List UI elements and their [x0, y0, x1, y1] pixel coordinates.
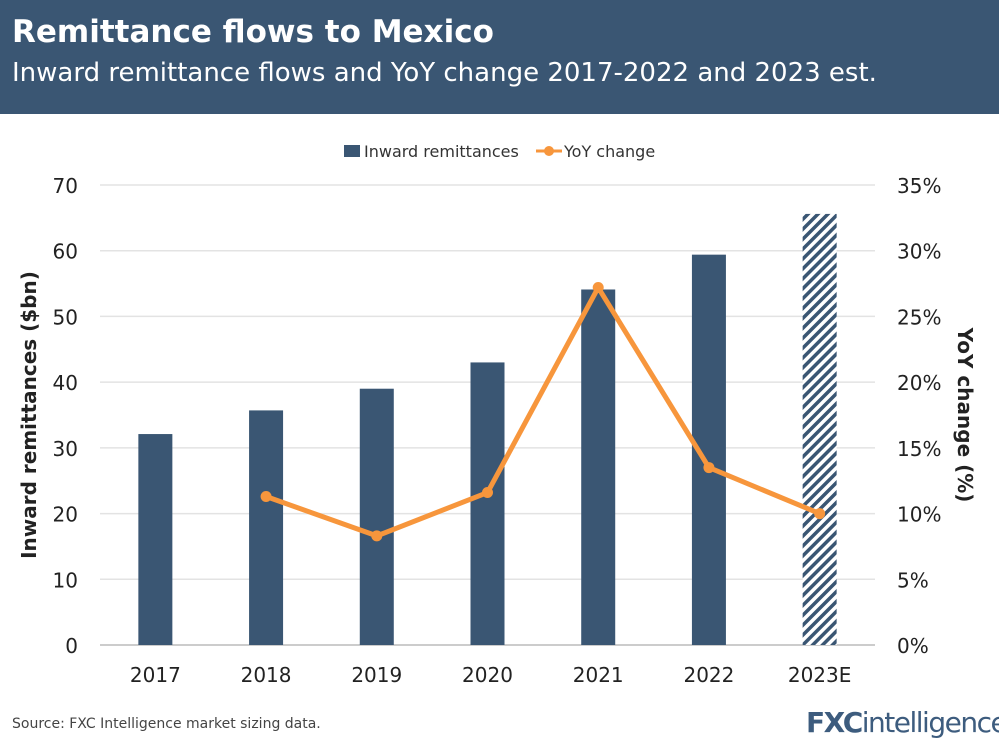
yoy-point-2022: [703, 462, 715, 474]
x-tick-label: 2019: [351, 663, 402, 687]
legend-line-label: YoY change: [563, 142, 655, 161]
y2-tick-label: 35%: [897, 174, 941, 198]
y-tick-label: 60: [53, 240, 78, 264]
y-tick-label: 70: [53, 174, 78, 198]
y-axis-label: Inward remittances ($bn): [17, 271, 41, 559]
legend-bar-swatch: [344, 145, 360, 157]
header: Remittance flows to Mexico Inward remitt…: [0, 0, 999, 114]
y-tick-label: 30: [53, 437, 78, 461]
source-note: Source: FXC Intelligence market sizing d…: [12, 716, 321, 732]
x-tick-label: 2017: [130, 663, 181, 687]
y2-tick-label: 20%: [897, 371, 941, 395]
bar-2021: [581, 289, 616, 645]
bar-2023E: [802, 213, 837, 645]
y-tick-label: 20: [53, 503, 78, 527]
chart-title: Remittance flows to Mexico: [12, 14, 494, 50]
chart: 0 10 20 30 40 50 60 70 0% 5% 10% 15% 20% 25% 30% 35% 201…: [17, 142, 977, 687]
yoy-line: [265, 285, 821, 539]
y-tick-label: 0: [65, 634, 78, 658]
y2-tick-label: 0%: [897, 634, 929, 658]
y2-tick-label: 25%: [897, 305, 941, 329]
yoy-point-2020: [482, 487, 493, 499]
bar-2020: [470, 362, 505, 645]
fxc-logo: FXCintelligence: [806, 706, 999, 739]
x-tick-label: 2023E: [788, 663, 852, 687]
y-tick-label: 50: [53, 305, 78, 329]
y-tick-label: 10: [53, 568, 78, 592]
bar-2017: [138, 434, 173, 645]
yoy-point-2019: [371, 530, 383, 542]
y2-tick-label: 5%: [897, 568, 929, 592]
y2-tick-label: 30%: [897, 240, 941, 264]
yoy-point-2018: [260, 490, 272, 502]
y-tick-label: 40: [53, 371, 78, 395]
legend-bar-label: Inward remittances: [364, 142, 519, 161]
chart-subtitle: Inward remittance flows and YoY change 2…: [12, 58, 877, 88]
bar-2018: [249, 410, 284, 645]
yoy-point-2021: [592, 282, 604, 294]
legend: Inward remittances YoY change: [344, 142, 655, 161]
x-tick-label: 2021: [573, 663, 624, 687]
yoy-point-2023E: [814, 508, 826, 520]
y2-tick-label: 10%: [897, 503, 941, 527]
y2-axis-label: YoY change (%): [953, 327, 977, 503]
x-tick-label: 2018: [241, 663, 292, 687]
legend-line-marker: [544, 146, 554, 156]
bar-2019: [359, 388, 394, 645]
y2-tick-label: 15%: [897, 437, 941, 461]
x-tick-label: 2022: [683, 663, 734, 687]
x-tick-label: 2020: [462, 663, 513, 687]
